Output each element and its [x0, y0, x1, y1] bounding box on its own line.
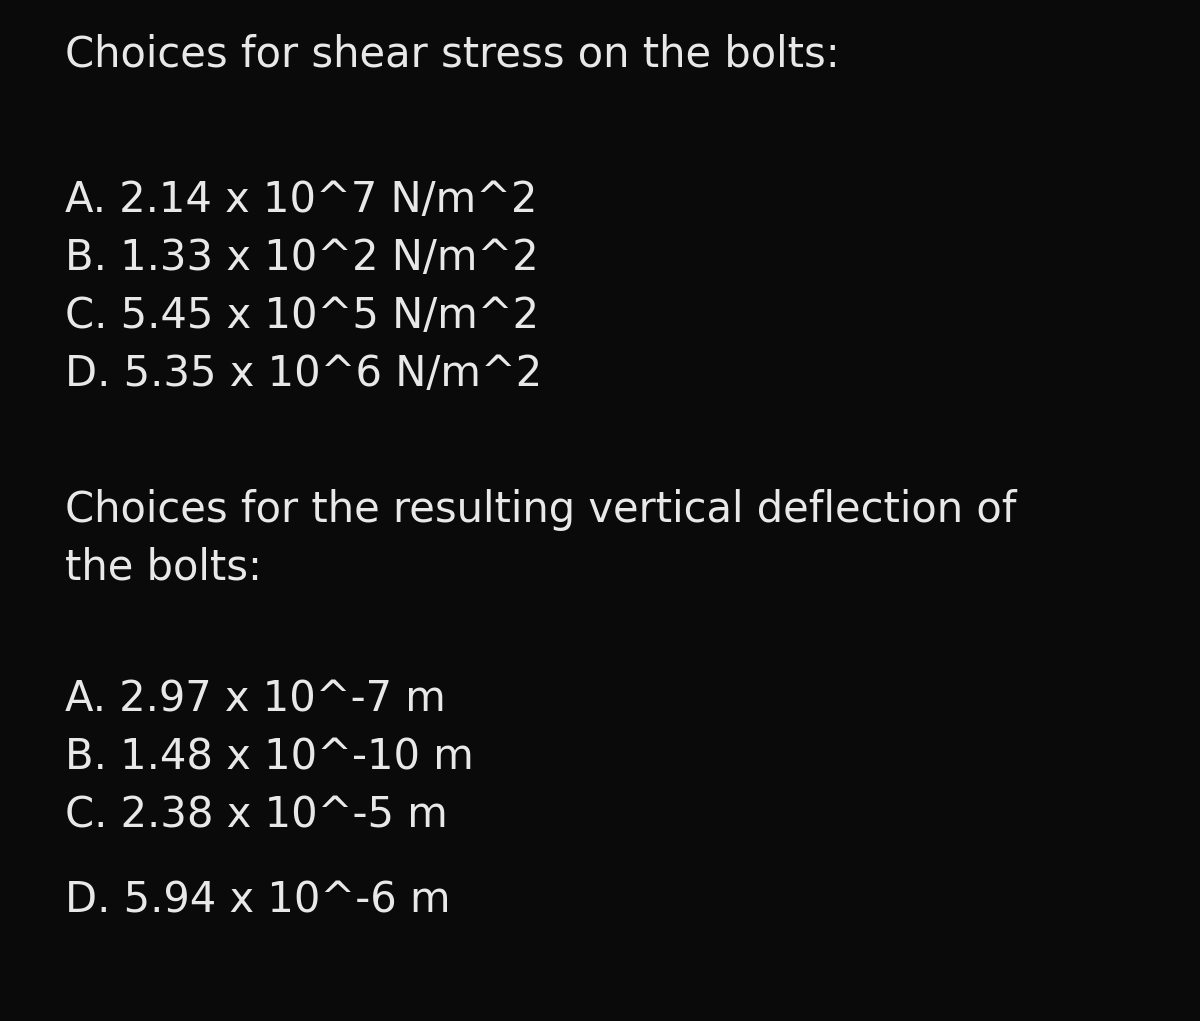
Text: D. 5.94 x 10^-6 m: D. 5.94 x 10^-6 m — [65, 879, 450, 921]
Text: A. 2.97 x 10^-7 m: A. 2.97 x 10^-7 m — [65, 679, 445, 721]
Text: C. 2.38 x 10^-5 m: C. 2.38 x 10^-5 m — [65, 795, 448, 837]
Text: C. 5.45 x 10^5 N/m^2: C. 5.45 x 10^5 N/m^2 — [65, 295, 539, 337]
Text: the bolts:: the bolts: — [65, 547, 262, 589]
Text: B. 1.33 x 10^2 N/m^2: B. 1.33 x 10^2 N/m^2 — [65, 237, 539, 279]
Text: Choices for the resulting vertical deflection of: Choices for the resulting vertical defle… — [65, 489, 1016, 531]
Text: Choices for shear stress on the bolts:: Choices for shear stress on the bolts: — [65, 34, 840, 76]
Text: A. 2.14 x 10^7 N/m^2: A. 2.14 x 10^7 N/m^2 — [65, 179, 538, 221]
Text: B. 1.48 x 10^-10 m: B. 1.48 x 10^-10 m — [65, 737, 474, 779]
Text: D. 5.35 x 10^6 N/m^2: D. 5.35 x 10^6 N/m^2 — [65, 353, 542, 395]
